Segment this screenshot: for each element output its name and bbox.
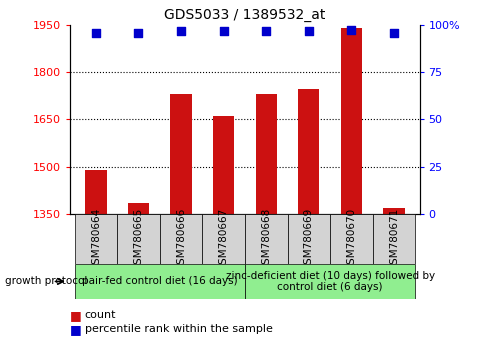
Text: GSM780670: GSM780670 (346, 207, 356, 270)
Bar (382, 208, 404, 214)
Bar (128, 203, 149, 214)
Bar (159, 214, 202, 264)
Point (92, 30, 100, 36)
Bar (287, 214, 330, 264)
Point (347, 27, 355, 32)
Bar (75, 264, 244, 299)
Bar (298, 90, 319, 214)
Text: GSM780671: GSM780671 (388, 207, 398, 270)
Point (304, 29, 312, 34)
Text: zinc-deficient diet (10 days) followed by
control diet (6 days): zinc-deficient diet (10 days) followed b… (225, 270, 434, 292)
Point (134, 30, 142, 36)
Bar (75, 214, 117, 264)
Bar (212, 116, 234, 214)
Bar (117, 214, 159, 264)
Text: pair-fed control diet (16 days): pair-fed control diet (16 days) (82, 276, 237, 286)
Point (389, 30, 397, 36)
Bar (202, 214, 244, 264)
Text: GSM780666: GSM780666 (176, 207, 186, 270)
Text: GSM780668: GSM780668 (261, 207, 271, 270)
Text: percentile rank within the sample: percentile rank within the sample (85, 324, 272, 334)
Text: GSM780665: GSM780665 (133, 207, 143, 270)
Bar (244, 264, 414, 299)
Title: GDS5033 / 1389532_at: GDS5033 / 1389532_at (164, 8, 325, 22)
Bar (330, 214, 372, 264)
Text: GSM780664: GSM780664 (91, 207, 101, 270)
Bar (170, 94, 191, 214)
Text: GSM780667: GSM780667 (218, 207, 228, 270)
Point (219, 29, 227, 34)
Bar (85, 170, 106, 214)
Text: ■: ■ (70, 309, 82, 321)
Point (177, 29, 184, 34)
Bar (372, 214, 414, 264)
Bar (255, 94, 276, 214)
Text: growth protocol: growth protocol (5, 276, 87, 286)
Text: count: count (85, 310, 116, 320)
Point (262, 29, 270, 34)
Text: GSM780669: GSM780669 (303, 207, 313, 270)
Bar (244, 214, 287, 264)
Text: ■: ■ (70, 323, 82, 336)
Bar (340, 28, 361, 214)
